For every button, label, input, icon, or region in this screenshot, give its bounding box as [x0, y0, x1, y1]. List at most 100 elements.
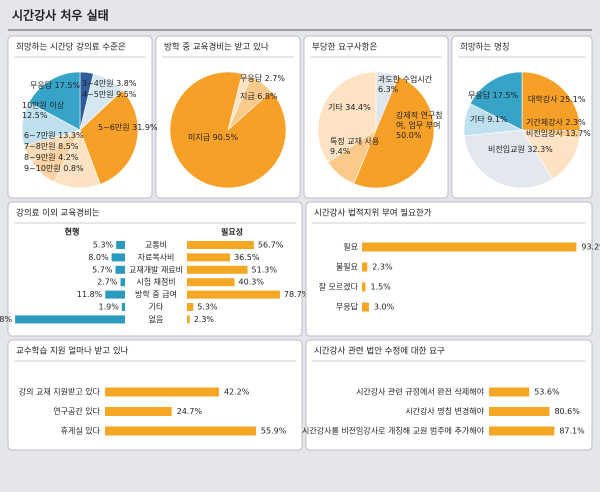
- slice-category: 기타: [470, 115, 485, 124]
- value-label: 2.3%: [372, 263, 393, 272]
- slice-label: 10만원 이상 12.5%: [22, 101, 67, 121]
- value-label: 78.7%: [284, 290, 310, 299]
- slice-value: 2.7%: [264, 74, 285, 83]
- value-label: 2.7%: [97, 278, 118, 287]
- bar: [362, 302, 369, 312]
- category-label: 불필요: [336, 262, 358, 272]
- slice-category: 과도한 수업시간: [378, 75, 433, 84]
- slice-label: 무응답 2.7%: [240, 74, 285, 84]
- category-label: 시간강사를 비전임강사로 개칭해 교원 범주에 추가해야: [302, 426, 485, 436]
- slice-category: 무응답: [468, 91, 491, 100]
- slice-label: 4~5만원 9.5%: [82, 90, 136, 100]
- bar: [116, 241, 125, 249]
- bar: [362, 242, 577, 252]
- value-label: 36.5%: [234, 253, 260, 262]
- slice-category: 4~5만원: [82, 90, 114, 99]
- slice-label: 기타 9.1%: [470, 115, 508, 125]
- bar: [115, 265, 125, 274]
- slice-category: 무응답: [30, 81, 53, 90]
- slice-value: 3.8%: [116, 79, 137, 88]
- slice-value: 9.1%: [487, 115, 508, 124]
- slice-category: 특정 교재 사용: [330, 137, 380, 146]
- slice-value: 2.3%: [565, 118, 586, 127]
- category-label: 휴게실 있다: [61, 426, 101, 436]
- chart-title: 강의료 이외 교육경비는: [16, 208, 100, 219]
- value-label: 55.9%: [261, 427, 287, 436]
- value-label: 11.8%: [77, 290, 103, 299]
- bar: [489, 407, 550, 416]
- value-label: 2.3%: [194, 315, 215, 324]
- value-label: 80.6%: [554, 407, 580, 416]
- bar: [489, 387, 530, 397]
- slice-category: 9~10만원: [24, 164, 61, 173]
- slice-category: 5~6만원: [98, 123, 130, 132]
- slice-label: 과도한 수업시간 6.3%: [378, 75, 434, 95]
- slice-category: 7~8만원: [24, 142, 56, 151]
- slice-value: 13.7%: [565, 129, 591, 138]
- value-label: 24.7%: [177, 407, 203, 416]
- chart-title: 시간강사 법적지위 부여 필요한가: [314, 208, 432, 219]
- pie-slice: [353, 76, 435, 189]
- bar: [120, 278, 125, 287]
- category-label: 시간강사 명칭 변경해야: [405, 406, 484, 416]
- chart-title: 희망하는 시간당 강의료 수준은: [16, 42, 126, 53]
- category-label: 교재개발 재료비: [129, 264, 183, 274]
- slice-value: 8.5%: [58, 142, 79, 151]
- slice-label: 9~10만원 0.8%: [24, 164, 84, 174]
- value-label: 93.2%: [581, 243, 600, 252]
- slice-value: 13.3%: [58, 131, 84, 140]
- chart-title: 부당한 요구사항은: [312, 42, 377, 53]
- pie-slice: [521, 71, 581, 131]
- value-label: 51.3%: [252, 265, 278, 274]
- slice-label: 대학강사 25.1%: [528, 95, 585, 105]
- slice-label: 6~7만원 13.3%: [24, 131, 84, 141]
- value-label: 8.0%: [88, 253, 109, 262]
- slice-label: 미지급 90.5%: [188, 133, 238, 143]
- slice-value: 17.5%: [492, 91, 519, 100]
- value-label: 1.5%: [370, 283, 391, 292]
- bar: [489, 426, 555, 436]
- category-label: 잘 모르겠다: [319, 282, 359, 292]
- bar: [111, 253, 125, 262]
- legend-entry: 현행: [65, 227, 80, 237]
- category-label: 강의 교재 지원받고 있다: [19, 387, 101, 397]
- category-label: 기타: [149, 303, 164, 312]
- legend-entry: 필요성: [221, 227, 243, 237]
- slice-value: 25.1%: [560, 95, 586, 104]
- slice-label: 기타 34.4%: [328, 103, 371, 113]
- category-label: 시험 채점비: [136, 277, 175, 287]
- pie-slice: [317, 71, 377, 163]
- bar: [187, 278, 235, 287]
- slice-label: 지급 6.8%: [240, 92, 278, 102]
- value-label: 5.3%: [93, 241, 114, 250]
- bar: [105, 426, 256, 436]
- bar: [187, 265, 248, 274]
- slice-value: 0.8%: [63, 164, 84, 173]
- slice-label: 무응답 17.5%: [30, 81, 80, 91]
- slice-category: 미지급: [188, 133, 211, 142]
- value-label: 53.6%: [534, 388, 560, 397]
- bar: [15, 315, 126, 324]
- bar: [362, 262, 368, 272]
- value-label: 65.8%: [0, 315, 13, 324]
- slice-label: 8~9만원 4.2%: [24, 153, 78, 163]
- slice-category: 비전임강사: [526, 129, 563, 138]
- value-label: 3.0%: [374, 303, 395, 312]
- slice-value: 34.4%: [345, 103, 371, 112]
- chart-title: 교수학습 지원 얼마나 받고 있나: [16, 346, 129, 357]
- bar: [187, 303, 194, 311]
- value-label: 87.1%: [559, 427, 585, 436]
- slice-category: 지급: [240, 92, 255, 101]
- page-title: 시간강사 처우 실태: [12, 8, 109, 23]
- slice-value: 4.2%: [58, 153, 79, 162]
- category-label: 방학 중 급여: [135, 289, 177, 299]
- slice-label: 3~4만원 3.8%: [82, 79, 136, 89]
- slice-label: 비전임강사 13.7%: [526, 129, 591, 139]
- slice-category: 8~9만원: [24, 153, 56, 162]
- category-label: 연구공간 있다: [53, 406, 100, 416]
- slice-category: 비전임교원: [488, 145, 525, 154]
- slice-value: 6.3%: [378, 85, 399, 94]
- slice-value: 50.0%: [396, 131, 422, 140]
- slice-label: 무응답 17.5%: [468, 91, 518, 101]
